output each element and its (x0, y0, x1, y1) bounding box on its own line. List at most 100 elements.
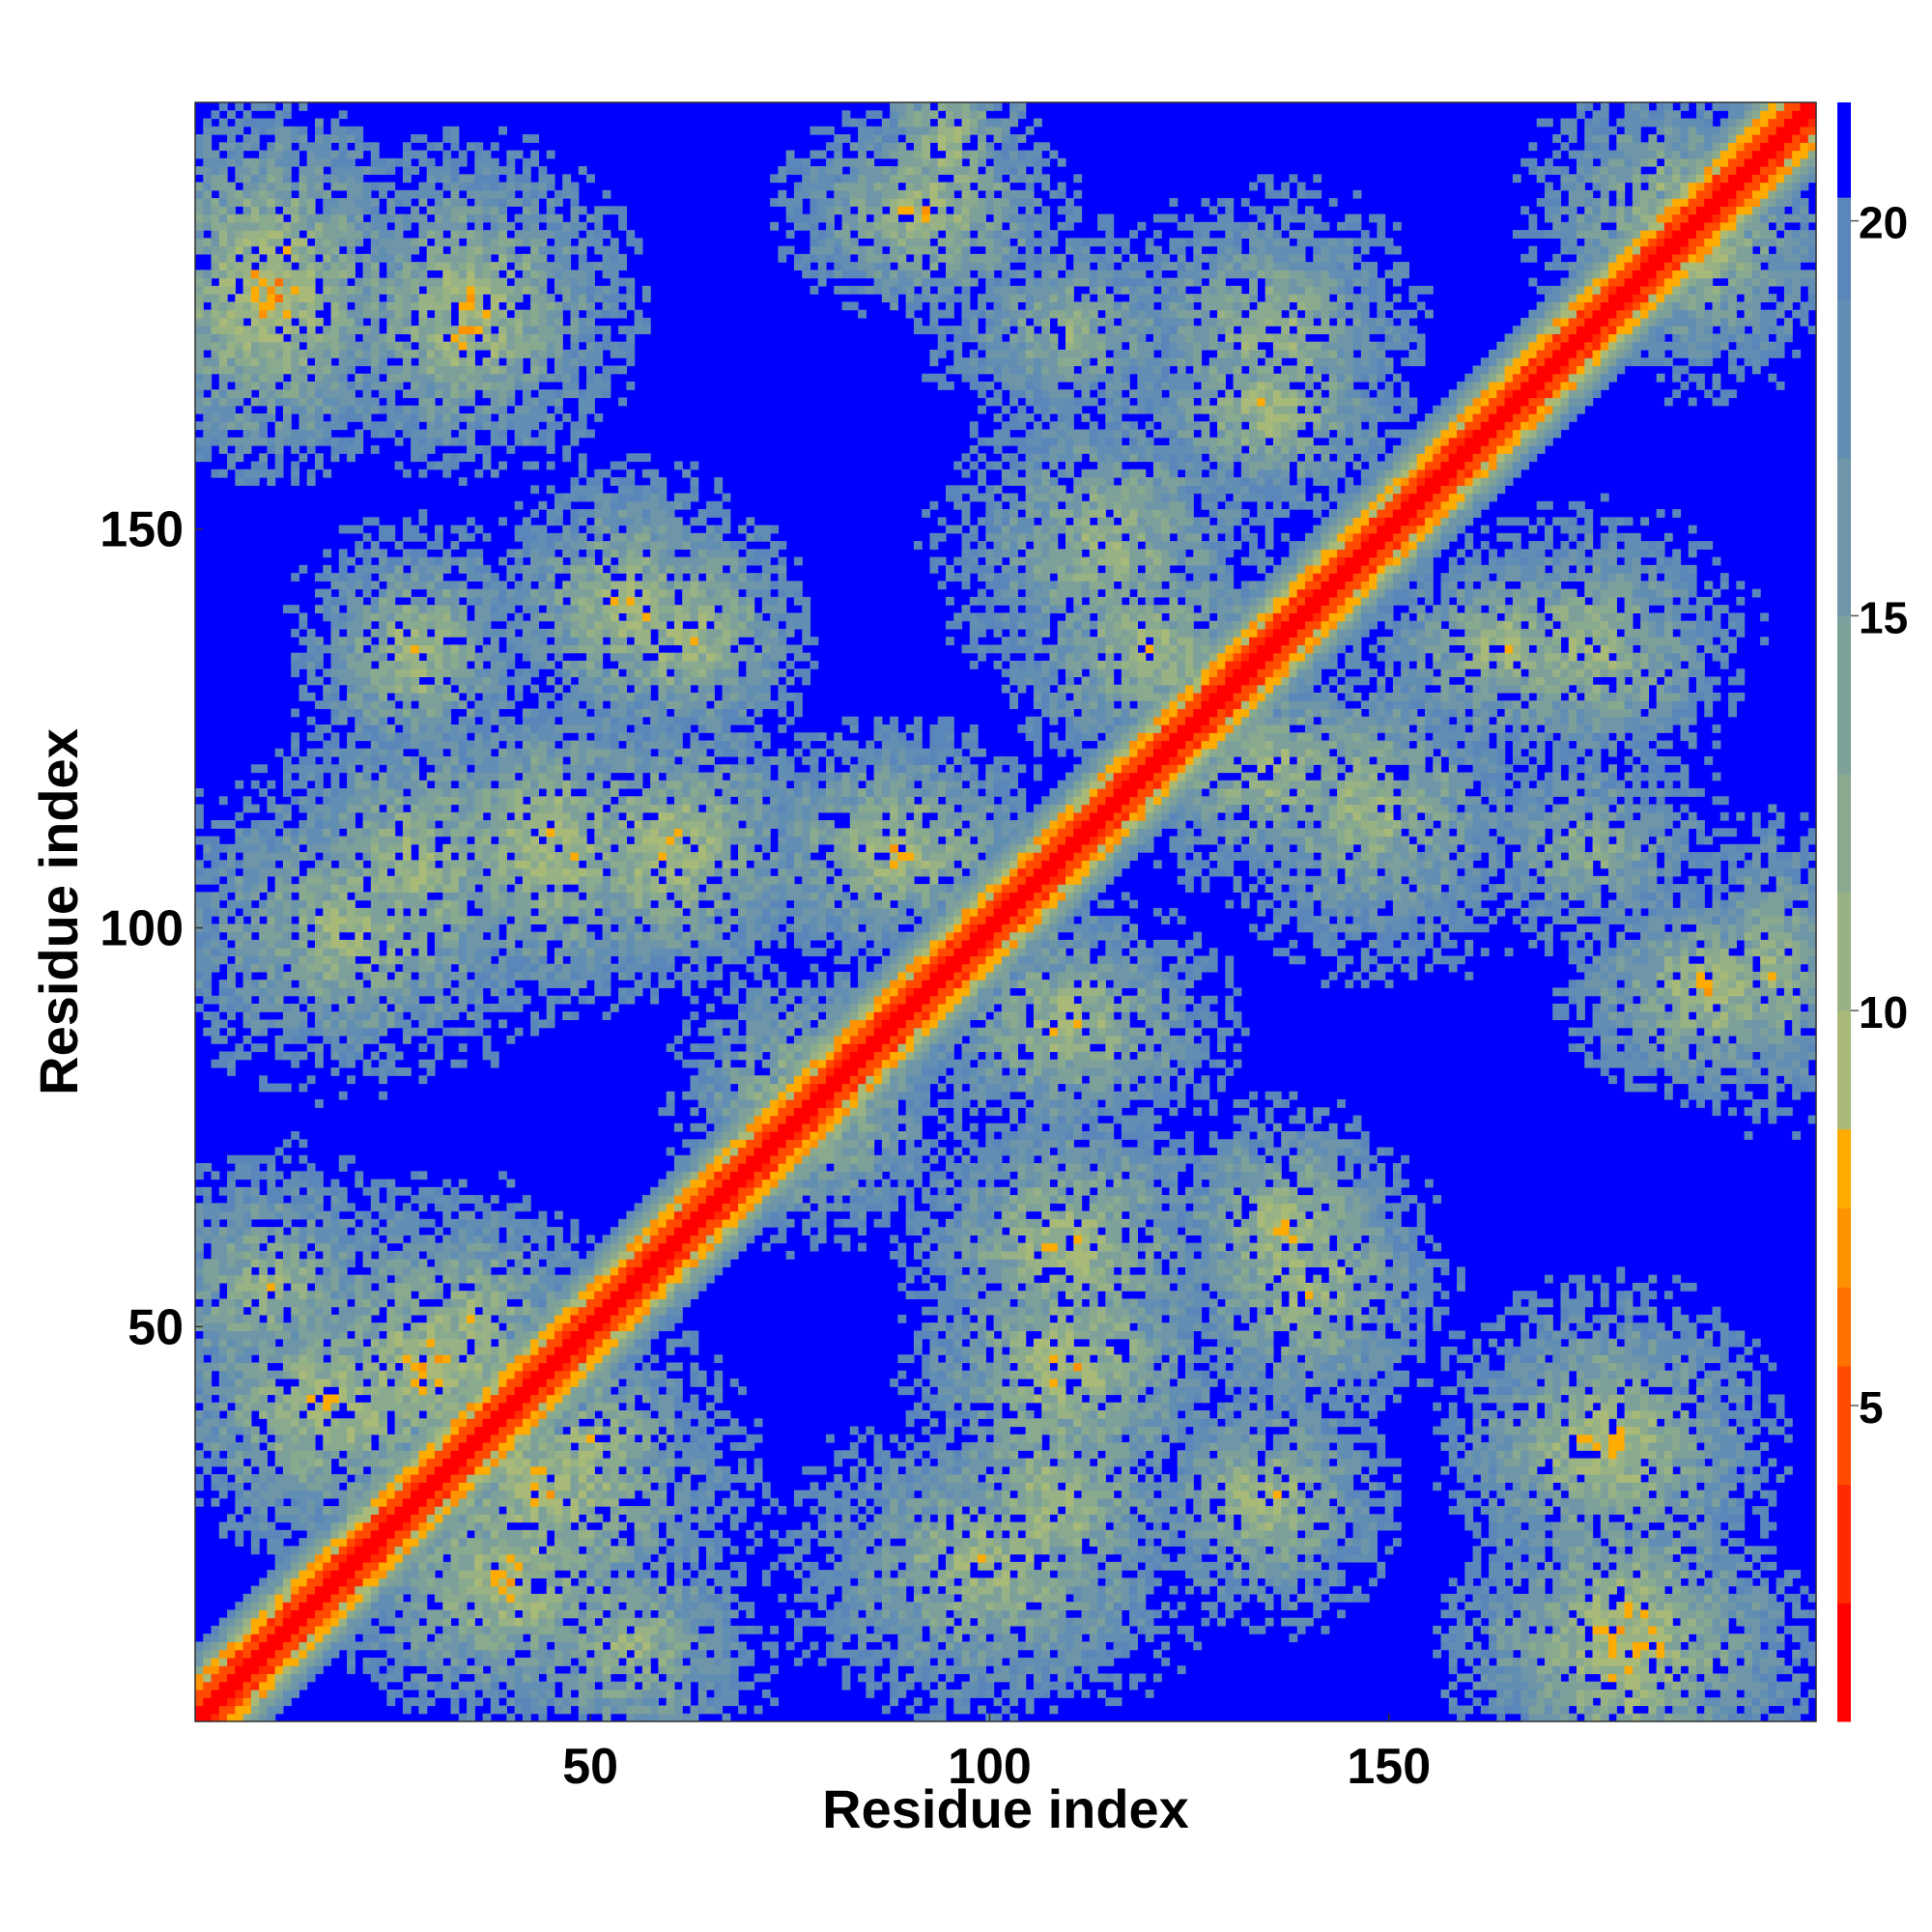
heatmap-cell (1577, 1442, 1585, 1451)
heatmap-cell (882, 1650, 891, 1659)
heatmap-cell (1457, 1673, 1465, 1682)
heatmap-cell (1616, 1665, 1625, 1674)
heatmap-cell (922, 1658, 930, 1666)
heatmap-cell (315, 1586, 324, 1595)
heatmap-cell (906, 1546, 915, 1554)
heatmap-cell (738, 1658, 747, 1666)
heatmap-cell (363, 1602, 372, 1610)
heatmap-cell (1601, 1705, 1609, 1714)
heatmap-cell (1552, 1673, 1561, 1682)
heatmap-cell (1537, 1435, 1546, 1443)
heatmap-cell (723, 1618, 731, 1627)
heatmap-cell (363, 1450, 372, 1459)
heatmap-cell (1545, 1618, 1553, 1627)
heatmap-cell (1720, 1705, 1729, 1714)
heatmap-cell (1752, 1658, 1761, 1666)
heatmap-cell (339, 1594, 348, 1603)
heatmap-cell (1289, 1506, 1297, 1515)
heatmap-cell (1657, 1570, 1665, 1578)
heatmap-cell (1776, 1658, 1785, 1666)
heatmap-cell (1337, 1522, 1346, 1531)
heatmap-cell (307, 1530, 316, 1539)
heatmap-cell (435, 1586, 443, 1595)
heatmap-cell (1241, 1570, 1250, 1578)
heatmap-cell (323, 1570, 331, 1578)
heatmap-cell (554, 1522, 563, 1531)
heatmap-cell (347, 1570, 355, 1578)
heatmap-cell (842, 1682, 851, 1690)
heatmap-cell (586, 1577, 595, 1586)
heatmap-cell (523, 1577, 531, 1586)
heatmap-cell (427, 1538, 436, 1547)
heatmap-cell (1017, 1570, 1026, 1578)
heatmap-cell (1017, 1442, 1026, 1451)
heatmap-cell (1249, 1586, 1258, 1595)
heatmap-cell (1792, 1690, 1801, 1698)
heatmap-cell (1169, 1482, 1178, 1491)
heatmap-cell (459, 1690, 468, 1698)
heatmap-cell (1129, 1482, 1138, 1491)
heatmap-cell (1648, 1562, 1657, 1571)
heatmap-cell (1449, 1650, 1458, 1659)
heatmap-cell (1464, 1690, 1473, 1698)
heatmap-cell (1713, 1641, 1721, 1650)
heatmap-cell (1265, 1577, 1274, 1586)
heatmap-cell (1689, 1626, 1697, 1634)
heatmap-cell (635, 1577, 643, 1586)
heatmap-cell (554, 1554, 563, 1563)
heatmap-cell (491, 1466, 499, 1475)
heatmap-cell (1473, 1594, 1482, 1603)
heatmap-cell (1289, 1491, 1297, 1499)
heatmap-cell (802, 1594, 810, 1603)
heatmap-cell (1608, 1498, 1617, 1507)
heatmap-cell (323, 1577, 331, 1586)
heatmap-cell (714, 1570, 723, 1578)
heatmap-cell (474, 1491, 483, 1499)
heatmap-cell (698, 1442, 707, 1451)
heatmap-cell (770, 1697, 779, 1706)
heatmap-cell (315, 1602, 324, 1610)
heatmap-cell (451, 1514, 460, 1522)
heatmap-cell (243, 1594, 252, 1603)
heatmap-cell (1528, 1450, 1537, 1459)
heatmap-cell (1178, 1450, 1186, 1459)
heatmap-cell (275, 1634, 284, 1642)
heatmap-cell (1082, 1482, 1091, 1491)
heatmap-cell (1457, 1586, 1465, 1595)
heatmap-cell (1528, 1514, 1537, 1522)
heatmap-cell (626, 1673, 635, 1682)
heatmap-cell (442, 1506, 451, 1515)
heatmap-cell (1105, 1459, 1114, 1467)
heatmap-cell (1146, 1626, 1154, 1634)
heatmap-cell (418, 1459, 427, 1467)
heatmap-cell (259, 1650, 268, 1659)
heatmap-cell (515, 1459, 524, 1467)
heatmap-cell (411, 1577, 419, 1586)
heatmap-cell (1090, 1673, 1098, 1682)
heatmap-cell (298, 1442, 307, 1451)
heatmap-cell (523, 1602, 531, 1610)
heatmap-cell (658, 1450, 667, 1459)
heatmap-cell (1049, 1641, 1058, 1650)
heatmap-cell (515, 1466, 524, 1475)
heatmap-cell (635, 1474, 643, 1483)
heatmap-cell (1329, 1538, 1338, 1547)
heatmap-cell (467, 1618, 475, 1627)
heatmap-cell (1593, 1690, 1602, 1698)
heatmap-cell (1337, 1466, 1346, 1475)
heatmap-cell (403, 1634, 412, 1642)
heatmap-cell (435, 1482, 443, 1491)
heatmap-cell (275, 1530, 284, 1539)
heatmap-cell (403, 1682, 412, 1690)
heatmap-cell (355, 1491, 363, 1499)
heatmap-cell (1664, 1650, 1673, 1659)
heatmap-cell (1696, 1641, 1705, 1650)
heatmap-cell (1601, 1435, 1609, 1443)
heatmap-cell (698, 1435, 707, 1443)
heatmap-cell (411, 1609, 419, 1618)
heatmap-cell (1464, 1586, 1473, 1595)
heatmap-cell (1090, 1626, 1098, 1634)
heatmap-cell (674, 1690, 683, 1698)
heatmap-cell (1114, 1682, 1122, 1690)
heatmap-cell (323, 1491, 331, 1499)
